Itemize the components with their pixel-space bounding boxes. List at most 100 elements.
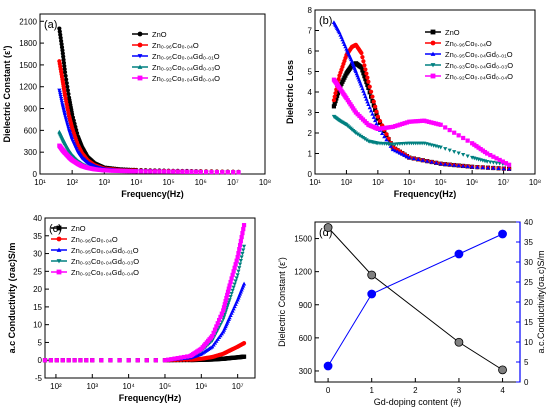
- data-point: [236, 295, 241, 300]
- x-tick-label: 10⁷: [227, 178, 239, 187]
- series-4: [331, 77, 512, 167]
- data-point: [498, 365, 507, 375]
- panel-c: 10² 10³ 10⁴ 10⁵ 10⁶ 10⁷ -5 0 5 10 15 20 25 30 35 40 Freq…: [7, 214, 256, 403]
- data-point: [407, 155, 412, 160]
- y-tick-label: 20: [33, 285, 42, 294]
- data-point: [447, 127, 452, 133]
- data-point: [241, 354, 247, 359]
- x-tick-label: 3: [457, 386, 462, 395]
- data-point: [485, 160, 490, 164]
- data-point: [210, 333, 215, 339]
- data-point: [367, 105, 372, 110]
- data-point: [232, 265, 237, 270]
- data-point: [180, 169, 185, 174]
- data-point: [494, 161, 499, 166]
- data-point: [426, 119, 432, 124]
- data-point: [335, 91, 340, 96]
- data-point: [331, 98, 337, 103]
- data-point: [362, 63, 367, 68]
- data-point: [219, 311, 224, 316]
- panel-d: 0 1 2 3 4 300 600 900 1200 1500 0 5 10 15 20 25 30 35 40 Gd…: [277, 218, 546, 407]
- data-point: [407, 119, 412, 124]
- data-point: [214, 324, 219, 329]
- x-tick-label: 1: [369, 386, 374, 395]
- data-point: [236, 251, 241, 256]
- data-point: [465, 138, 470, 143]
- legend-entry: Zn₀.₉₂Co₀.₀₄Gd₀.₀₄O: [152, 74, 220, 83]
- data-point: [470, 141, 475, 146]
- y-tick-label: 4: [308, 88, 313, 97]
- data-point: [241, 244, 247, 249]
- data-point: [480, 165, 485, 170]
- data-point: [57, 90, 62, 95]
- data-point: [359, 50, 364, 56]
- data-point: [456, 151, 461, 156]
- data-point: [241, 248, 246, 253]
- y-tick-label: -5: [35, 374, 43, 383]
- y-tick-label: 0: [38, 356, 43, 365]
- y-tick-label: 2100: [19, 17, 37, 26]
- data-point: [447, 162, 452, 167]
- data-point: [336, 77, 341, 82]
- data-point: [355, 132, 360, 137]
- data-point: [221, 315, 227, 319]
- series-4: [57, 143, 241, 175]
- series-line: [327, 233, 503, 367]
- legend-marker: [56, 236, 62, 242]
- data-point: [397, 122, 402, 127]
- data-point: [215, 321, 220, 326]
- y-axis-label: Dielectric Loss: [285, 60, 295, 124]
- data-point: [169, 357, 174, 362]
- data-point: [480, 148, 485, 153]
- y-tick-label: 0: [33, 170, 38, 179]
- data-point: [65, 124, 70, 129]
- data-point: [400, 151, 405, 156]
- data-point: [65, 84, 70, 89]
- y-axis-label: Dielectric Constant (ε'): [277, 257, 287, 347]
- data-point: [237, 293, 242, 298]
- data-point: [375, 114, 380, 119]
- data-point: [424, 119, 429, 124]
- x-axis-label: Frequency(Hz): [119, 393, 182, 403]
- x-tick-label: 10⁵: [159, 382, 171, 391]
- data-point: [90, 358, 95, 363]
- data-point: [323, 223, 333, 232]
- data-point: [384, 132, 389, 137]
- series-0: [323, 223, 507, 375]
- data-point: [223, 299, 228, 304]
- data-point: [108, 358, 113, 363]
- x-tick-label: 10²: [50, 382, 62, 391]
- data-point: [234, 276, 239, 281]
- data-point: [104, 168, 109, 173]
- data-point: [117, 168, 122, 174]
- data-point: [106, 168, 111, 173]
- data-point: [491, 165, 496, 170]
- data-point: [395, 149, 400, 154]
- data-point: [390, 124, 395, 129]
- data-point: [371, 115, 376, 119]
- y-tick-label: 1200: [19, 83, 37, 92]
- y-right-tick-label: 25: [524, 278, 533, 287]
- data-point: [230, 288, 235, 293]
- data-point: [175, 169, 180, 174]
- panel-label: (b): [319, 15, 332, 27]
- data-point: [488, 160, 493, 165]
- x-tick-label: 10⁶: [195, 382, 207, 391]
- data-point: [214, 169, 220, 175]
- legend: ZnO Zn₀.₉₆Co₀.₀₄O Zn₀.₉₅Co₀.₀₄Gd₀.₀₁O Zn₀.₉…: [425, 28, 513, 81]
- y-tick-label: 1500: [19, 61, 37, 70]
- data-point: [78, 358, 83, 363]
- data-point: [240, 251, 245, 256]
- data-point: [61, 54, 66, 59]
- data-point: [122, 168, 127, 174]
- data-point: [54, 358, 59, 363]
- data-point: [472, 142, 477, 147]
- legend-entry: ZnO: [71, 224, 86, 233]
- series-1: [323, 229, 507, 371]
- series-3: [331, 114, 512, 167]
- data-point: [482, 149, 488, 155]
- data-point: [237, 262, 243, 267]
- data-point: [452, 130, 457, 135]
- data-point: [59, 42, 64, 47]
